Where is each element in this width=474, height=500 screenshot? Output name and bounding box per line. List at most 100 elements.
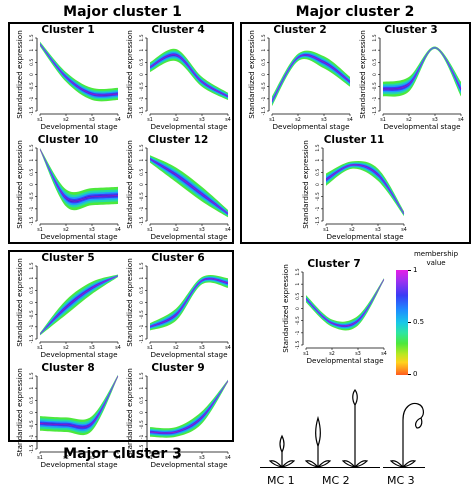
cluster-10-xtick-label-3: s4	[115, 227, 121, 233]
cluster-3-ytick-label-3: 0	[372, 73, 378, 76]
cluster-4-xtick-label-3: s4	[225, 117, 231, 123]
cluster-11-ytick-label-1: 1	[315, 159, 321, 162]
cluster-7-ytick-label-4: -0.5	[295, 316, 301, 325]
cluster-5-xtick-label-2: s3	[89, 345, 95, 351]
cluster-9-ytick-label-4: -0.5	[139, 420, 145, 429]
cluster-2-ytick-label-2: 0.5	[261, 59, 267, 66]
cluster-6-band-1	[150, 276, 228, 330]
cluster-11-ytick-label-4: -0.5	[315, 192, 321, 201]
ground-line-3	[383, 467, 425, 468]
cluster-11-center-line	[325, 164, 405, 214]
cluster-5-panel: Cluster 5 1.5 1 0.5 0 -0.5 -1 -1.5 s1 s2 s3 s4 Devel…	[14, 252, 122, 359]
cluster-3-title: Cluster 3	[384, 24, 438, 36]
cluster-10-panel: Cluster 10 1.5 1 0.5 0 -0.5 -1 -1.5 s1 s2 s3 s4 Deve…	[14, 134, 122, 241]
cluster-10-ytick-label-1: 1	[29, 159, 35, 162]
cluster-11-ytick-label-6: -1.5	[315, 216, 321, 225]
cluster-8-ylabel: Standardized expression	[15, 368, 24, 457]
cluster-6-ylabel: Standardized expression	[125, 258, 134, 347]
cluster-7-ytick-label-2: 0.5	[295, 293, 301, 300]
cluster-5-ylabel: Standardized expression	[15, 258, 24, 347]
cluster-6-center-line	[149, 278, 229, 328]
cluster-11-xlabel: Developmental stage	[326, 232, 404, 241]
cluster-1-plot: 1.5 1 0.5 0 -0.5 -1 -1.5s1 s2 s3 s4Developmental …	[15, 30, 121, 131]
cluster-9-xtick-label-1: s2	[173, 455, 179, 461]
cluster-10-title: Cluster 10	[37, 134, 99, 146]
cluster-9-ytick-label-1: 1	[139, 387, 145, 390]
cluster-9-center-line	[149, 380, 229, 434]
cluster-7-title: Cluster 7	[307, 258, 361, 270]
mc3-hooked-plant-icon	[389, 402, 424, 468]
cluster-10-ylabel: Standardized expression	[15, 140, 24, 229]
cluster-8-center-line	[39, 375, 119, 428]
cluster-3-ytick-label-2: 0.5	[372, 59, 378, 66]
cluster-1-ytick-label-1: 1	[29, 49, 35, 52]
cluster-4-ytick-label-2: 0.5	[139, 59, 145, 66]
cluster-1-ytick-label-3: 0	[29, 73, 35, 76]
cluster-7-xlabel: Developmental stage	[306, 356, 384, 365]
cluster-4-xtick-label-2: s3	[199, 117, 205, 123]
cluster-5-ytick-label-0: 1.5	[29, 262, 35, 269]
mc1-seedling-icon	[268, 434, 296, 468]
cluster-4-xtick-label-1: s2	[173, 117, 179, 123]
cluster-8-ytick-label-2: 0.5	[29, 397, 35, 404]
cluster-1-center-line	[39, 43, 119, 96]
membership-legend: membership value 1 0.5 0	[388, 250, 468, 400]
cluster-5-band-0	[40, 274, 118, 336]
cluster-7-center-line	[305, 279, 385, 327]
cluster-8-ytick-label-4: -0.5	[29, 420, 35, 429]
cluster-4-ytick-label-0: 1.5	[139, 34, 145, 41]
cluster-12-ytick-label-6: -1.5	[139, 216, 145, 225]
cluster-10-xtick-label-0: s1	[37, 227, 43, 233]
cluster-4-xtick-label-0: s1	[147, 117, 153, 123]
cluster-9-xlabel: Developmental stage	[150, 460, 228, 469]
cluster-10-band-2	[40, 148, 118, 206]
cluster-12-ytick-label-0: 1.5	[139, 144, 145, 151]
cluster-4-ytick-label-5: -1	[139, 96, 145, 101]
cluster-3-ytick-label-4: -0.5	[372, 82, 378, 91]
cluster-7-ylabel: Standardized expression	[281, 264, 290, 353]
cluster-8-ytick-label-5: -1	[29, 434, 35, 439]
cluster-3-xtick-label-2: s3	[432, 117, 438, 123]
cluster-4-ytick-label-4: -0.5	[139, 82, 145, 91]
cluster-6-xtick-label-0: s1	[147, 345, 153, 351]
cluster-6-plot: 1.5 1 0.5 0 -0.5 -1 -1.5s1 s2 s3 s4Developmental …	[125, 258, 231, 359]
major-cluster-2-box	[240, 22, 471, 244]
cluster-6-ytick-label-1: 1	[139, 277, 145, 280]
cluster-4-center-line	[149, 54, 229, 97]
cluster-2-ytick-label-5: -1	[261, 96, 267, 101]
cluster-3-xtick-label-1: s2	[406, 117, 412, 123]
cluster-7-ytick-label-1: 1	[295, 283, 301, 286]
cluster-5-center-line	[39, 275, 119, 335]
cluster-1-ytick-label-5: -1	[29, 96, 35, 101]
cluster-1-xtick-label-1: s2	[63, 117, 69, 123]
cluster-4-ytick-label-1: 1	[139, 49, 145, 52]
cluster-8-xtick-label-0: s1	[37, 455, 43, 461]
cluster-5-xlabel: Developmental stage	[40, 350, 118, 359]
cluster-11-panel: Cluster 11 1.5 1 0.5 0 -0.5 -1 -1.5 s1 s2 s3 s4 Deve…	[300, 134, 408, 241]
cluster-11-ytick-label-3: 0	[315, 183, 321, 186]
cluster-12-xtick-label-3: s4	[225, 227, 231, 233]
cluster-9-ytick-label-6: -1.5	[139, 444, 145, 453]
cluster-10-ytick-label-6: -1.5	[29, 216, 35, 225]
cluster-11-title: Cluster 11	[323, 134, 385, 146]
cluster-5-ytick-label-3: 0	[29, 301, 35, 304]
cluster-4-plot: 1.5 1 0.5 0 -0.5 -1 -1.5s1 s2 s3 s4Developmental …	[125, 30, 231, 131]
cluster-10-band-3	[40, 148, 118, 204]
cluster-4-panel: Cluster 4 1.5 1 0.5 0 -0.5 -1 -1.5 s1 s2 s3 s4 Devel…	[124, 24, 232, 131]
cluster-1-band-1	[40, 42, 118, 100]
cluster-12-xtick-label-0: s1	[147, 227, 153, 233]
cluster-11-ytick-label-0: 1.5	[315, 144, 321, 151]
cluster-6-xlabel: Developmental stage	[150, 350, 228, 359]
cluster-2-xtick-label-2: s3	[321, 117, 327, 123]
cluster-3-xtick-label-3: s4	[458, 117, 464, 123]
major-cluster-3-box	[8, 250, 234, 442]
cluster-8-title: Cluster 8	[41, 362, 95, 374]
cluster-8-panel: Cluster 8 1.5 1 0.5 0 -0.5 -1 -1.5 s1 s2 s3 s4 Devel…	[14, 362, 122, 469]
cluster-10-ytick-label-0: 1.5	[29, 144, 35, 151]
cluster-5-xtick-label-0: s1	[37, 345, 43, 351]
cluster-1-band-3	[40, 43, 118, 97]
cluster-9-plot: 1.5 1 0.5 0 -0.5 -1 -1.5s1 s2 s3 s4Developmental …	[125, 368, 231, 469]
cluster-3-plot: 1.5 1 0.5 0 -0.5 -1 -1.5s1 s2 s3 s4Developmental …	[358, 30, 464, 131]
cluster-9-xtick-label-2: s3	[199, 455, 205, 461]
cluster-12-ylabel: Standardized expression	[125, 140, 134, 229]
